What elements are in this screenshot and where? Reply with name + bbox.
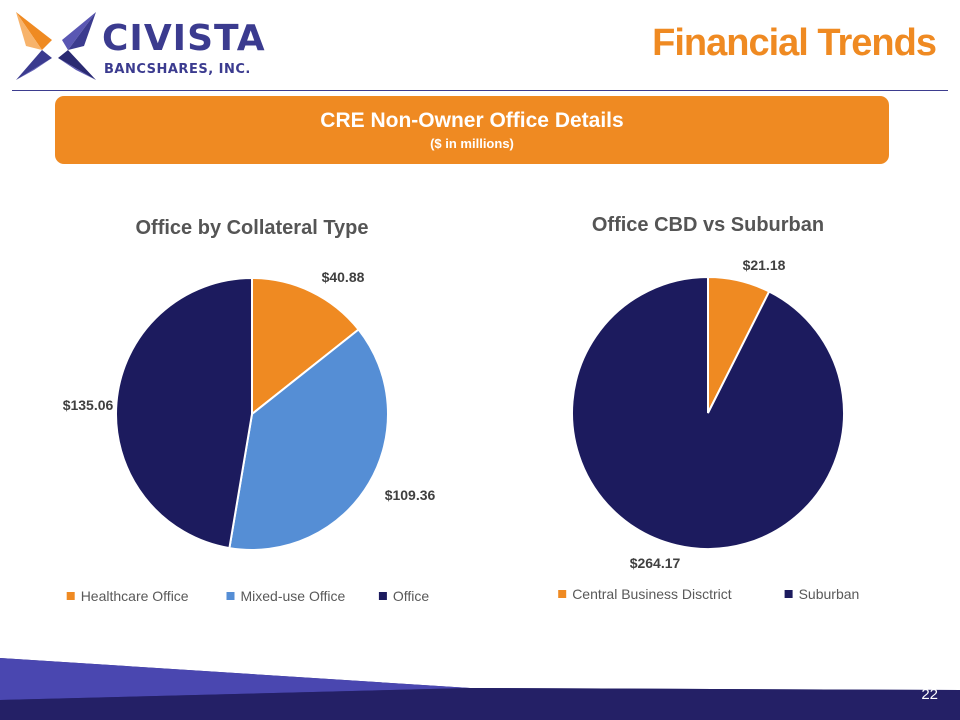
civista-logo: CIVISTA BANCSHARES, INC.: [12, 10, 265, 82]
section-banner: CRE Non-Owner Office Details ($ in milli…: [55, 96, 889, 164]
data-label: $135.06: [63, 397, 114, 413]
legend-entry: Central Business Disctrict: [572, 586, 732, 602]
pie-slice-office: [115, 276, 253, 550]
footer-band: [0, 658, 960, 720]
pie-slice-suburban: [571, 275, 845, 550]
data-label: $21.18: [743, 257, 786, 273]
page-number: 22: [921, 686, 938, 703]
banner-title: CRE Non-Owner Office Details: [320, 109, 624, 132]
page-title: Financial Trends: [652, 22, 937, 64]
legend-swatch: [226, 592, 235, 600]
legend-swatch: [558, 590, 567, 598]
data-label: $109.36: [385, 487, 436, 503]
legend-swatch: [66, 592, 75, 600]
chart-title: Office CBD vs Suburban: [592, 214, 824, 236]
pie-slice-healthcare-office: [251, 276, 360, 417]
legend-entry: Office: [393, 588, 430, 604]
banner-subtitle: ($ in millions): [430, 136, 514, 151]
legend-swatch: [378, 592, 387, 600]
logo-subtitle: BANCSHARES, INC.: [104, 62, 251, 77]
pie-slice-mixed-use-office: [228, 328, 389, 551]
data-label: $264.17: [630, 555, 681, 571]
chart-title: Office by Collateral Type: [135, 217, 368, 239]
legend-entry: Suburban: [799, 586, 860, 602]
logo-name: CIVISTA: [102, 18, 266, 59]
header-divider: [12, 90, 948, 91]
civista-star-icon: [16, 12, 96, 80]
legend-entry: Mixed-use Office: [241, 588, 346, 604]
data-label: $40.88: [322, 269, 365, 285]
legend-entry: Healthcare Office: [81, 588, 189, 604]
legend-swatch: [784, 590, 793, 598]
